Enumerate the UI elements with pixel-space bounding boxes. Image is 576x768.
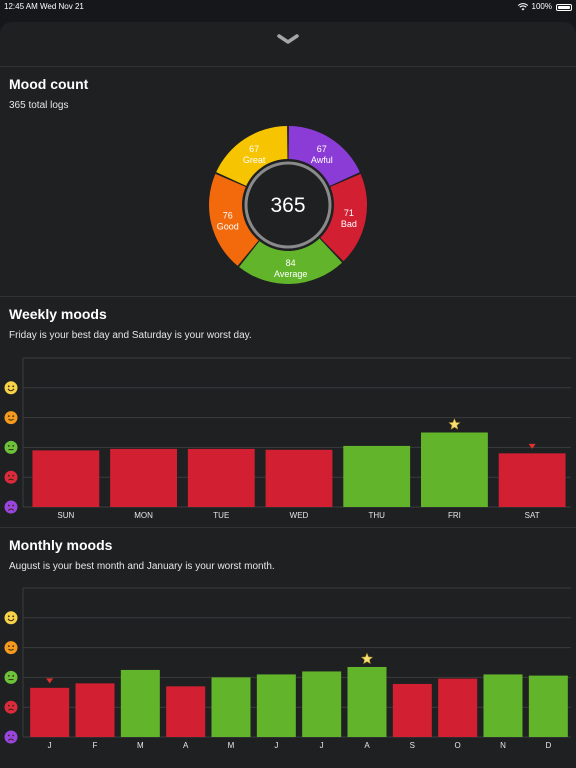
neutral-face-icon (4, 670, 18, 684)
smile-face-icon (4, 641, 18, 655)
x-tick-label: J (48, 741, 52, 750)
star-icon (448, 418, 461, 430)
x-tick-label: F (93, 741, 98, 750)
x-tick-label: WED (290, 511, 309, 520)
donut-segment-label: Great (243, 155, 266, 165)
grin-face-icon (4, 381, 18, 395)
donut-segment-count: 67 (249, 144, 259, 154)
donut-segment-label: Awful (311, 155, 333, 165)
bar-mon[interactable] (110, 448, 177, 507)
donut-segment-count: 76 (223, 211, 233, 221)
smile-face-icon (4, 411, 18, 425)
grin-face-icon (4, 611, 18, 625)
star-icon (361, 652, 373, 665)
bar-a[interactable] (347, 666, 387, 737)
donut-segment-count: 67 (317, 144, 327, 154)
mood-count-title: Mood count (9, 76, 89, 92)
donut-segment-awful[interactable] (288, 126, 360, 186)
x-tick-label: J (320, 741, 324, 750)
monthly-subtitle: August is your best month and January is… (9, 561, 275, 572)
donut-segment-count: 71 (344, 208, 354, 218)
status-time: 12:45 AM (4, 2, 38, 11)
chevron-down-icon (277, 34, 299, 44)
bar-wed[interactable] (265, 449, 333, 507)
neutral-face-icon (4, 440, 18, 454)
bar-m[interactable] (211, 677, 251, 737)
stats-sheet[interactable] (0, 22, 576, 768)
battery-percent: 100% (531, 2, 552, 11)
donut-segment-average[interactable] (239, 238, 343, 284)
weekly-mood-chart: SUN MON TUE WED THU FRI SAT (4, 357, 571, 520)
x-tick-label: S (410, 741, 415, 750)
frown-face-icon (4, 470, 18, 484)
bar-sun[interactable] (32, 450, 100, 507)
down-triangle-icon (46, 678, 54, 684)
x-tick-label: M (137, 741, 144, 750)
donut-segment-label: Average (274, 269, 307, 279)
x-tick-label: SUN (57, 511, 74, 520)
mood-count-subtitle: 365 total logs (9, 100, 69, 111)
donut-segment-bad[interactable] (320, 173, 367, 262)
status-indicators: 100% (517, 1, 572, 13)
bar-j[interactable] (256, 674, 296, 737)
donut-segment-good[interactable] (209, 173, 259, 266)
x-tick-label: N (500, 741, 506, 750)
x-tick-label: O (455, 741, 461, 750)
bar-n[interactable] (483, 674, 523, 737)
bar-j[interactable] (30, 687, 70, 737)
bar-o[interactable] (438, 678, 478, 737)
donut-segment-count: 84 (286, 258, 296, 268)
bar-thu[interactable] (343, 445, 411, 507)
bar-sat[interactable] (498, 453, 566, 507)
bar-a[interactable] (166, 686, 206, 737)
bar-j[interactable] (302, 671, 342, 737)
status-date: Wed Nov 21 (40, 2, 84, 11)
weekly-title: Weekly moods (9, 306, 107, 322)
donut-segment-label: Bad (341, 219, 357, 229)
x-tick-label: MON (134, 511, 153, 520)
x-tick-label: A (364, 741, 370, 750)
sad-face-icon (4, 500, 18, 514)
bar-m[interactable] (120, 669, 160, 737)
status-bar: 12:45 AM Wed Nov 21 100% (0, 0, 576, 14)
donut-total: 365 (270, 194, 305, 217)
sad-face-icon (4, 730, 18, 744)
divider (0, 527, 576, 528)
x-tick-label: D (545, 741, 551, 750)
bar-s[interactable] (392, 683, 432, 737)
x-tick-label: J (274, 741, 278, 750)
bar-fri[interactable] (421, 432, 488, 508)
x-tick-label: FRI (448, 511, 461, 520)
down-triangle-icon (528, 443, 536, 449)
bar-tue[interactable] (187, 448, 255, 507)
x-tick-label: THU (368, 511, 385, 520)
donut-segment-great[interactable] (216, 126, 288, 186)
donut-center (248, 165, 328, 245)
frown-face-icon (4, 700, 18, 714)
x-tick-label: M (228, 741, 235, 750)
bar-d[interactable] (528, 675, 568, 737)
collapse-handle[interactable] (275, 32, 301, 46)
divider (0, 66, 576, 67)
monthly-title: Monthly moods (9, 537, 113, 553)
wifi-icon (517, 3, 528, 11)
x-tick-label: A (183, 741, 189, 750)
x-tick-label: TUE (213, 511, 229, 520)
x-tick-label: SAT (525, 511, 540, 520)
weekly-subtitle: Friday is your best day and Saturday is … (9, 330, 252, 341)
battery-icon (556, 3, 572, 11)
divider (0, 296, 576, 297)
donut-inner-ring (244, 161, 332, 249)
bar-f[interactable] (75, 683, 115, 737)
donut-segment-label: Good (217, 222, 239, 232)
